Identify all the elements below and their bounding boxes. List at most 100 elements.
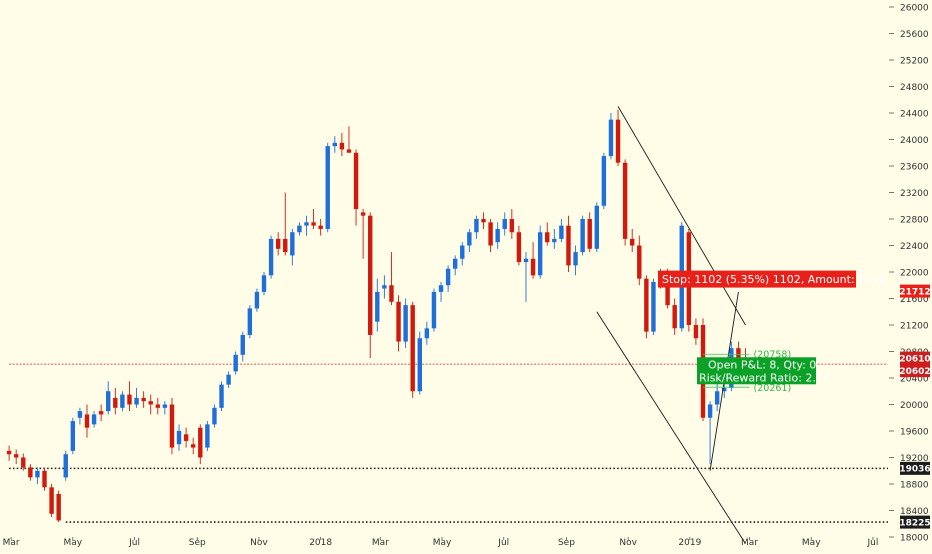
candle: [530, 242, 536, 279]
candle: [594, 202, 599, 253]
candle-body: [736, 348, 741, 362]
candle: [219, 381, 224, 412]
candle-body: [573, 252, 578, 266]
candle: [91, 411, 97, 428]
candle: [304, 215, 309, 236]
candle: [474, 215, 479, 239]
position-tool[interactable]: (20758) (20261) Stop: 1102 (5.35%) 1102, A…: [658, 270, 886, 395]
candle: [84, 404, 90, 438]
trend-line[interactable]: [596, 311, 746, 544]
y-tick-label: 18800: [900, 481, 929, 491]
candle-body: [417, 338, 422, 392]
pnl-box[interactable]: [697, 357, 816, 385]
price-badge-label: 20610: [899, 354, 930, 364]
candle: [559, 219, 564, 243]
candle: [481, 212, 486, 229]
x-axis: Mar May Jul Sep Nov 2018 Mar May Jul Sep Nov 2019 Ma…: [3, 537, 879, 548]
candle: [417, 331, 422, 395]
candle: [523, 252, 529, 302]
candle-body: [580, 219, 585, 253]
candle-body: [127, 394, 132, 405]
candle-body: [722, 387, 727, 392]
candle: [13, 449, 19, 465]
candle-body: [608, 119, 614, 157]
candle: [672, 298, 677, 335]
x-tick-label: Jul: [867, 538, 879, 548]
candle-body: [205, 424, 210, 448]
x-tick-label: Nov: [250, 538, 268, 548]
candle: [162, 401, 168, 415]
candle: [651, 278, 656, 335]
candle-body: [35, 470, 40, 478]
x-tick-label: 2019: [678, 538, 701, 548]
candle: [396, 295, 401, 352]
candle-body: [368, 215, 373, 335]
candle-body: [346, 149, 352, 153]
x-tick-label: Jul: [497, 538, 509, 548]
candle: [438, 281, 444, 302]
candle: [516, 225, 522, 266]
candle: [346, 126, 352, 153]
candle-body: [283, 238, 288, 253]
x-tick-label: Jul: [128, 538, 140, 548]
y-tick-label: 23200: [900, 189, 929, 199]
candle: [587, 212, 592, 253]
candle-body: [403, 305, 408, 342]
candle: [21, 453, 26, 471]
candle-body: [268, 238, 274, 276]
candle: [148, 394, 153, 415]
candle: [460, 242, 465, 266]
candle-body: [523, 258, 529, 263]
candle-body: [587, 219, 592, 249]
y-tick-label: 24000: [900, 136, 929, 146]
candle-body: [254, 291, 260, 309]
candle: [332, 136, 338, 153]
price-badge-label: 20602: [899, 367, 930, 377]
candle: [424, 321, 430, 345]
candle-body: [247, 308, 253, 335]
candle: [283, 192, 288, 256]
candle-body: [91, 414, 97, 425]
candle: [382, 275, 387, 299]
candle-body: [644, 278, 649, 332]
candle-body: [615, 119, 621, 163]
candle: [290, 228, 295, 266]
candle-body: [141, 397, 146, 402]
candle-body: [325, 146, 330, 229]
candle: [141, 391, 146, 408]
candle-body: [566, 225, 571, 266]
trend-line[interactable]: [617, 106, 746, 326]
candle: [389, 252, 394, 306]
candle-body: [375, 291, 380, 322]
candle: [403, 298, 408, 349]
y-tick-label: 21600: [900, 295, 929, 305]
candle: [35, 467, 40, 484]
candle: [56, 490, 61, 523]
candle-body: [318, 225, 323, 229]
risk-reward-text: Risk/Reward Ratio: 2.74: [699, 371, 830, 384]
candle: [452, 255, 458, 276]
x-tick-label: May: [802, 538, 821, 548]
candle-body: [488, 222, 493, 246]
candle: [70, 417, 76, 455]
candle: [49, 484, 54, 518]
candle-body: [431, 291, 437, 329]
candle-body: [169, 404, 175, 448]
candle: [254, 288, 260, 312]
candle-body: [162, 404, 168, 408]
y-tick-label: 19200: [900, 454, 929, 464]
candle-body: [98, 411, 104, 415]
stop-box[interactable]: [658, 270, 856, 288]
x-tick-label: May: [64, 538, 83, 548]
candle-body: [509, 219, 515, 233]
candle-body: [516, 232, 522, 263]
candle: [127, 381, 132, 412]
candle-body: [353, 152, 359, 210]
candle-body: [56, 493, 61, 521]
stop-text: Stop: 1102 (5.35%) 1102, Amount: 1000: [662, 273, 886, 286]
stop-low-label: (20261): [754, 383, 792, 394]
candle-body: [304, 222, 309, 226]
candle: [176, 424, 182, 451]
candle-body: [311, 222, 316, 226]
